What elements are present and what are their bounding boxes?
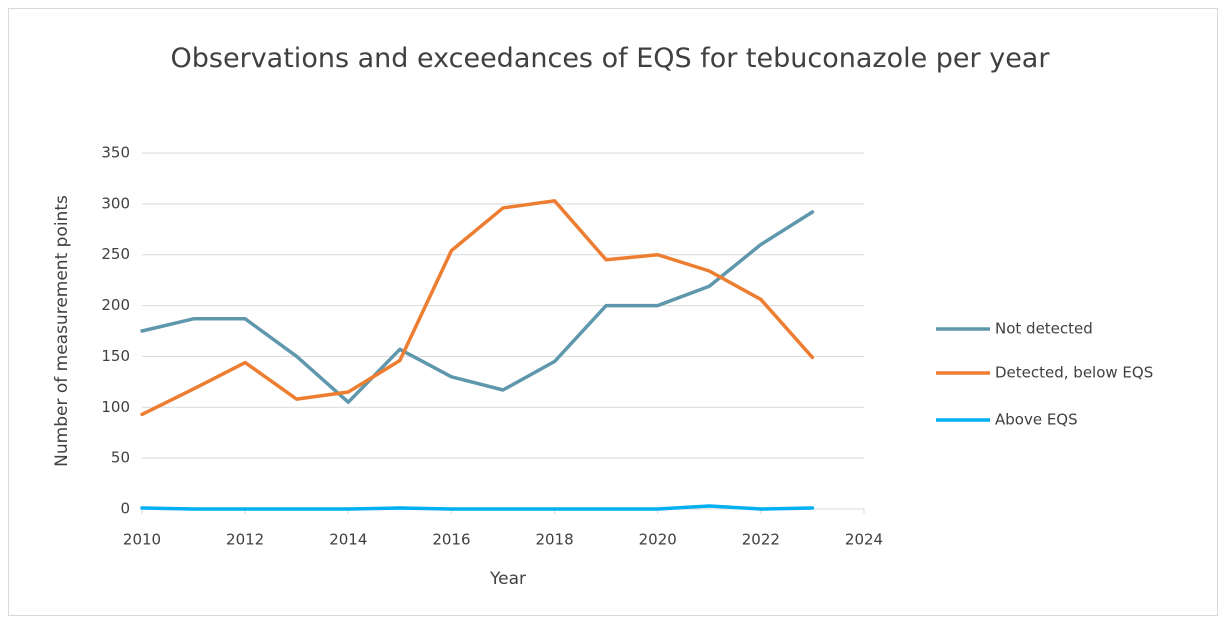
y-tick-label: 300 <box>101 194 130 212</box>
y-tick-label: 50 <box>111 449 130 467</box>
x-tick-label: 2016 <box>432 531 470 549</box>
chart-frame <box>8 8 1218 616</box>
y-tick-label: 350 <box>101 144 130 162</box>
y-axis-label: Number of measurement points <box>52 195 72 467</box>
x-tick-label: 2022 <box>742 531 780 549</box>
series-line <box>140 210 815 404</box>
x-tick-label: 2020 <box>639 531 677 549</box>
y-tick-label: 100 <box>101 398 130 416</box>
series-line <box>140 504 815 511</box>
y-tick-label: 150 <box>101 347 130 365</box>
x-tick-label: 2010 <box>123 531 161 549</box>
x-axis-label: Year <box>489 569 526 589</box>
y-tick-label: 200 <box>101 296 130 314</box>
legend-label: Above EQS <box>995 411 1078 429</box>
x-tick-label: 2024 <box>845 531 883 549</box>
x-tick-label: 2012 <box>226 531 264 549</box>
series-line <box>140 199 815 417</box>
legend-label: Detected, below EQS <box>995 364 1153 382</box>
legend-label: Not detected <box>995 320 1093 338</box>
x-tick-label: 2018 <box>535 531 573 549</box>
chart-title: Observations and exceedances of EQS for … <box>170 43 1050 74</box>
x-tick-label: 2014 <box>329 531 367 549</box>
y-tick-label: 0 <box>120 500 130 518</box>
y-tick-label: 250 <box>101 245 130 263</box>
